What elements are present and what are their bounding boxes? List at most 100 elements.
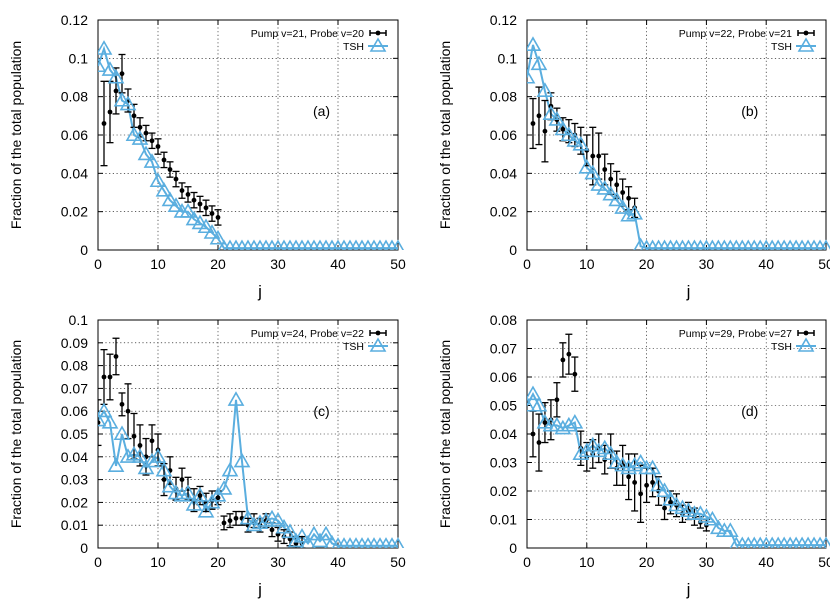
y-tick-label: 0.01 xyxy=(490,512,517,528)
data-point xyxy=(149,438,155,444)
tsh-marker xyxy=(730,239,743,250)
tsh-marker xyxy=(227,391,245,406)
tsh-marker xyxy=(301,239,315,250)
tsh-marker xyxy=(317,525,335,541)
tsh-marker xyxy=(560,126,578,142)
tsh-marker xyxy=(548,111,566,126)
x-tick-label: 30 xyxy=(699,554,715,570)
data-point xyxy=(131,113,137,119)
y-tick-label: 0.07 xyxy=(490,341,517,357)
x-tick-label: 0 xyxy=(94,554,102,570)
tsh-marker xyxy=(119,95,137,111)
tsh-marker xyxy=(765,536,779,548)
tsh-marker xyxy=(98,402,113,418)
tsh-marker xyxy=(572,445,590,461)
x-axis-label: j xyxy=(257,580,262,599)
tsh-marker xyxy=(343,239,357,250)
tsh-marker xyxy=(632,453,649,469)
tsh-marker xyxy=(808,239,821,250)
tsh-marker xyxy=(149,448,167,463)
legend-swatch xyxy=(797,337,815,352)
panel-label: (d) xyxy=(741,403,758,419)
tsh-marker xyxy=(626,456,644,472)
y-tick-label: 0.1 xyxy=(498,50,518,66)
data-point xyxy=(209,211,215,216)
tsh-marker xyxy=(355,239,369,250)
y-tick-label: 0.07 xyxy=(61,380,88,396)
tsh-marker xyxy=(239,509,257,525)
tsh-marker xyxy=(560,416,578,432)
y-tick-label: 0.08 xyxy=(61,358,88,374)
tsh-marker xyxy=(656,482,673,498)
data-point xyxy=(632,480,638,485)
x-tick-label: 40 xyxy=(758,256,774,272)
tsh-marker xyxy=(229,239,243,250)
legend-label: TSH xyxy=(343,41,364,53)
tsh-marker xyxy=(596,439,614,455)
data-point xyxy=(530,431,536,437)
tsh-marker xyxy=(385,239,399,250)
tsh-marker xyxy=(361,239,375,250)
tsh-marker xyxy=(161,477,179,493)
tsh-marker xyxy=(620,206,638,222)
tsh-marker xyxy=(107,457,125,472)
tsh-marker xyxy=(325,239,339,250)
data-point xyxy=(626,474,632,480)
y-axis-label: Fraction of the total population xyxy=(437,340,453,528)
tsh-marker xyxy=(578,158,596,174)
tsh-marker xyxy=(753,536,767,548)
y-tick-label: 0 xyxy=(509,242,517,258)
legend-swatch xyxy=(369,337,387,352)
data-layer xyxy=(98,40,405,250)
data-point xyxy=(119,401,125,407)
y-tick-label: 0.06 xyxy=(490,369,517,385)
data-point xyxy=(608,176,614,182)
tsh-marker xyxy=(349,239,363,250)
y-tick-label: 0.04 xyxy=(61,165,88,181)
data-point xyxy=(215,215,221,220)
data-point xyxy=(668,500,673,505)
tsh-marker xyxy=(747,536,761,548)
data-point xyxy=(125,408,131,414)
tsh-marker xyxy=(191,486,209,502)
data-point xyxy=(530,121,536,126)
y-tick-label: 0.1 xyxy=(69,50,89,66)
panel: 0 10 20 30 40 50 0 0.02 0.04 0.06 0.08 0.1 0.12 j Frac… xyxy=(8,12,406,301)
tsh-marker xyxy=(385,537,399,548)
data-point xyxy=(203,205,209,211)
x-axis-label: j xyxy=(686,282,691,301)
data-point xyxy=(167,167,173,172)
tsh-marker xyxy=(527,36,542,51)
tsh-marker xyxy=(530,55,548,71)
data-point xyxy=(191,197,197,203)
tsh-marker xyxy=(801,536,815,548)
data-point xyxy=(542,128,548,134)
tsh-marker xyxy=(694,239,707,250)
tsh-marker xyxy=(331,537,345,548)
data-point xyxy=(119,71,125,77)
tsh-marker xyxy=(704,510,721,526)
x-tick-label: 10 xyxy=(579,554,595,570)
tsh-marker xyxy=(795,536,809,548)
data-point xyxy=(566,351,572,357)
tsh-marker xyxy=(155,461,173,477)
data-point xyxy=(572,371,578,377)
tsh-marker xyxy=(167,197,185,212)
tsh-marker xyxy=(307,239,321,250)
y-tick-label: 0.12 xyxy=(490,12,517,28)
tsh-marker xyxy=(530,396,548,412)
tsh-marker xyxy=(542,105,560,120)
y-tick-label: 0.06 xyxy=(61,127,88,143)
tsh-marker xyxy=(295,239,309,250)
tsh-marker xyxy=(735,536,749,548)
tsh-marker xyxy=(319,239,333,250)
tsh-marker xyxy=(721,522,739,537)
tsh-marker xyxy=(313,239,327,250)
tsh-marker xyxy=(217,239,231,250)
tsh-marker xyxy=(536,82,554,97)
tsh-marker xyxy=(289,239,303,250)
tsh-marker xyxy=(173,486,191,502)
data-point xyxy=(542,420,548,425)
tsh-marker xyxy=(191,214,209,230)
